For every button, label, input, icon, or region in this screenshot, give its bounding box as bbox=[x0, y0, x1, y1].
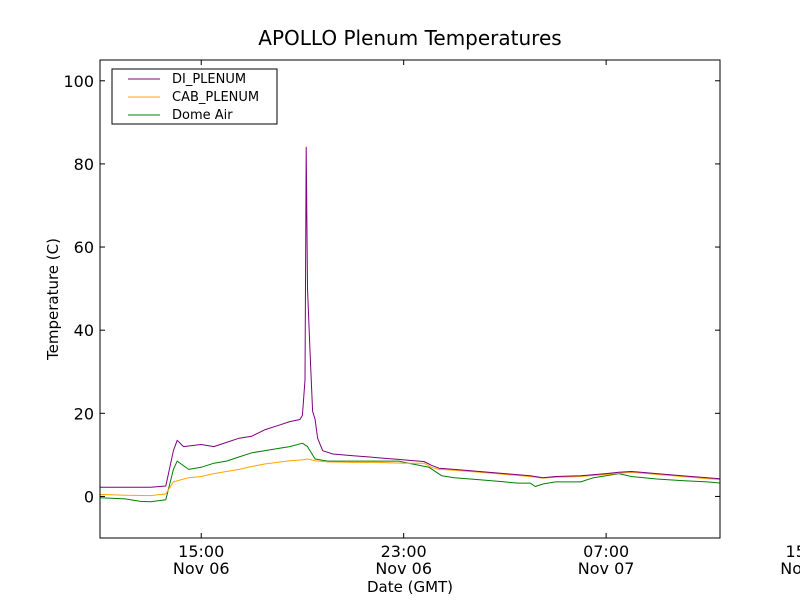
legend-label-dome-air: Dome Air bbox=[172, 108, 233, 123]
y-tick-label: 20 bbox=[74, 404, 94, 423]
y-tick-label: 100 bbox=[63, 72, 94, 91]
y-tick-label: 60 bbox=[74, 238, 94, 257]
x-tick-label-time: 07:00 bbox=[583, 542, 629, 561]
series-line-di-plenum bbox=[100, 146, 720, 488]
y-tick-label: 40 bbox=[74, 321, 94, 340]
legend-label-di-plenum: DI_PLENUM bbox=[172, 72, 246, 87]
y-tick-label: 80 bbox=[74, 155, 94, 174]
x-tick-label-date: Nov 07 bbox=[578, 559, 635, 578]
series-line-dome-air bbox=[100, 442, 720, 503]
series-line-cab-plenum bbox=[100, 458, 720, 497]
x-tick-label-time: 15:00 bbox=[178, 542, 224, 561]
plot-frame bbox=[99, 59, 721, 539]
series-layer bbox=[100, 146, 720, 503]
x-tick-label-date: Nov 07 bbox=[780, 559, 800, 578]
x-tick-label-date: Nov 06 bbox=[375, 559, 432, 578]
x-axis-label: Date (GMT) bbox=[367, 578, 453, 596]
y-axis-label: Temperature (C) bbox=[44, 238, 62, 361]
legend: DI_PLENUM CAB_PLENUM Dome Air bbox=[111, 68, 278, 125]
y-tick-label: 0 bbox=[84, 487, 94, 506]
x-tick-label-date: Nov 06 bbox=[173, 559, 230, 578]
x-tick-label-time: 15:00 bbox=[786, 542, 800, 561]
legend-label-cab-plenum: CAB_PLENUM bbox=[172, 90, 259, 105]
chart-title: APOLLO Plenum Temperatures bbox=[258, 26, 561, 50]
x-tick-label-time: 23:00 bbox=[381, 542, 427, 561]
